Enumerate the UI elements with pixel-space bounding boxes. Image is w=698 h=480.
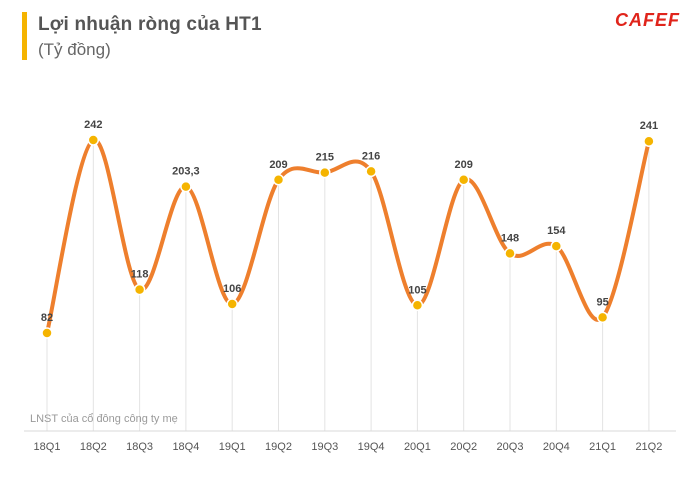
data-label-21q1: 95 xyxy=(596,296,608,308)
x-tick-19q2: 19Q2 xyxy=(265,441,292,453)
marker-18q1 xyxy=(41,327,53,339)
marker-18q4 xyxy=(180,180,192,193)
marker-20q4 xyxy=(550,240,563,252)
cafef-logo: CAFEF xyxy=(615,10,680,30)
data-label-18q2: 242 xyxy=(84,119,102,131)
marker-19q2 xyxy=(272,174,285,186)
data-label-18q3: 118 xyxy=(131,269,149,281)
x-tick-18q3: 18Q3 xyxy=(126,441,153,453)
markers xyxy=(41,134,655,339)
chart-title: Lợi nhuận ròng của HT1 xyxy=(38,14,262,35)
data-label-19q2: 209 xyxy=(269,159,287,171)
marker-18q2 xyxy=(87,134,100,146)
marker-20q3 xyxy=(504,247,516,260)
marker-19q3 xyxy=(319,166,331,179)
x-tick-20q3: 20Q3 xyxy=(497,441,524,453)
marker-19q4 xyxy=(365,165,377,178)
data-label-20q1: 105 xyxy=(408,284,426,296)
data-label-20q3: 148 xyxy=(501,232,519,244)
x-tick-labels: 18Q1 18Q2 18Q3 18Q4 19Q1 19Q2 19Q3 19Q4 20Q1 20Q2… xyxy=(34,441,663,453)
x-tick-18q2: 18Q2 xyxy=(80,441,107,453)
data-label-21q2: 241 xyxy=(640,120,658,132)
x-tick-20q2: 20Q2 xyxy=(450,441,477,453)
data-label-20q2: 209 xyxy=(455,159,473,171)
data-label-18q4: 203,3 xyxy=(172,166,200,178)
marker-20q1 xyxy=(411,299,424,312)
title-accent-bar xyxy=(22,12,27,60)
data-label-19q4: 216 xyxy=(362,150,380,162)
marker-18q3 xyxy=(133,283,146,296)
marker-21q1 xyxy=(596,311,609,324)
x-tick-20q1: 20Q1 xyxy=(404,441,431,453)
marker-21q2 xyxy=(643,135,655,147)
data-label-18q1: 82 xyxy=(41,312,53,324)
x-tick-19q3: 19Q3 xyxy=(311,441,338,453)
x-tick-21q2: 21Q2 xyxy=(635,441,662,453)
data-labels: 82 242 118 203,3 106 209 215 216 105 209 148 154 95 2… xyxy=(41,119,658,324)
marker-20q2 xyxy=(457,174,470,186)
x-tick-18q4: 18Q4 xyxy=(172,441,199,453)
x-tick-19q1: 19Q1 xyxy=(219,441,246,453)
x-tick-19q4: 19Q4 xyxy=(358,441,385,453)
grid-lines xyxy=(46,140,650,431)
chart-annotation: LNST của cổ đông công ty mẹ xyxy=(30,413,178,425)
data-label-19q1: 106 xyxy=(223,283,241,295)
data-label-20q4: 154 xyxy=(547,225,566,237)
marker-19q1 xyxy=(226,298,238,310)
data-label-19q3: 215 xyxy=(316,152,334,164)
x-tick-18q1: 18Q1 xyxy=(34,441,61,453)
chart-subtitle: (Tỷ đồng) xyxy=(38,40,111,59)
x-tick-20q4: 20Q4 xyxy=(543,441,570,453)
x-tick-21q1: 21Q1 xyxy=(589,441,616,453)
